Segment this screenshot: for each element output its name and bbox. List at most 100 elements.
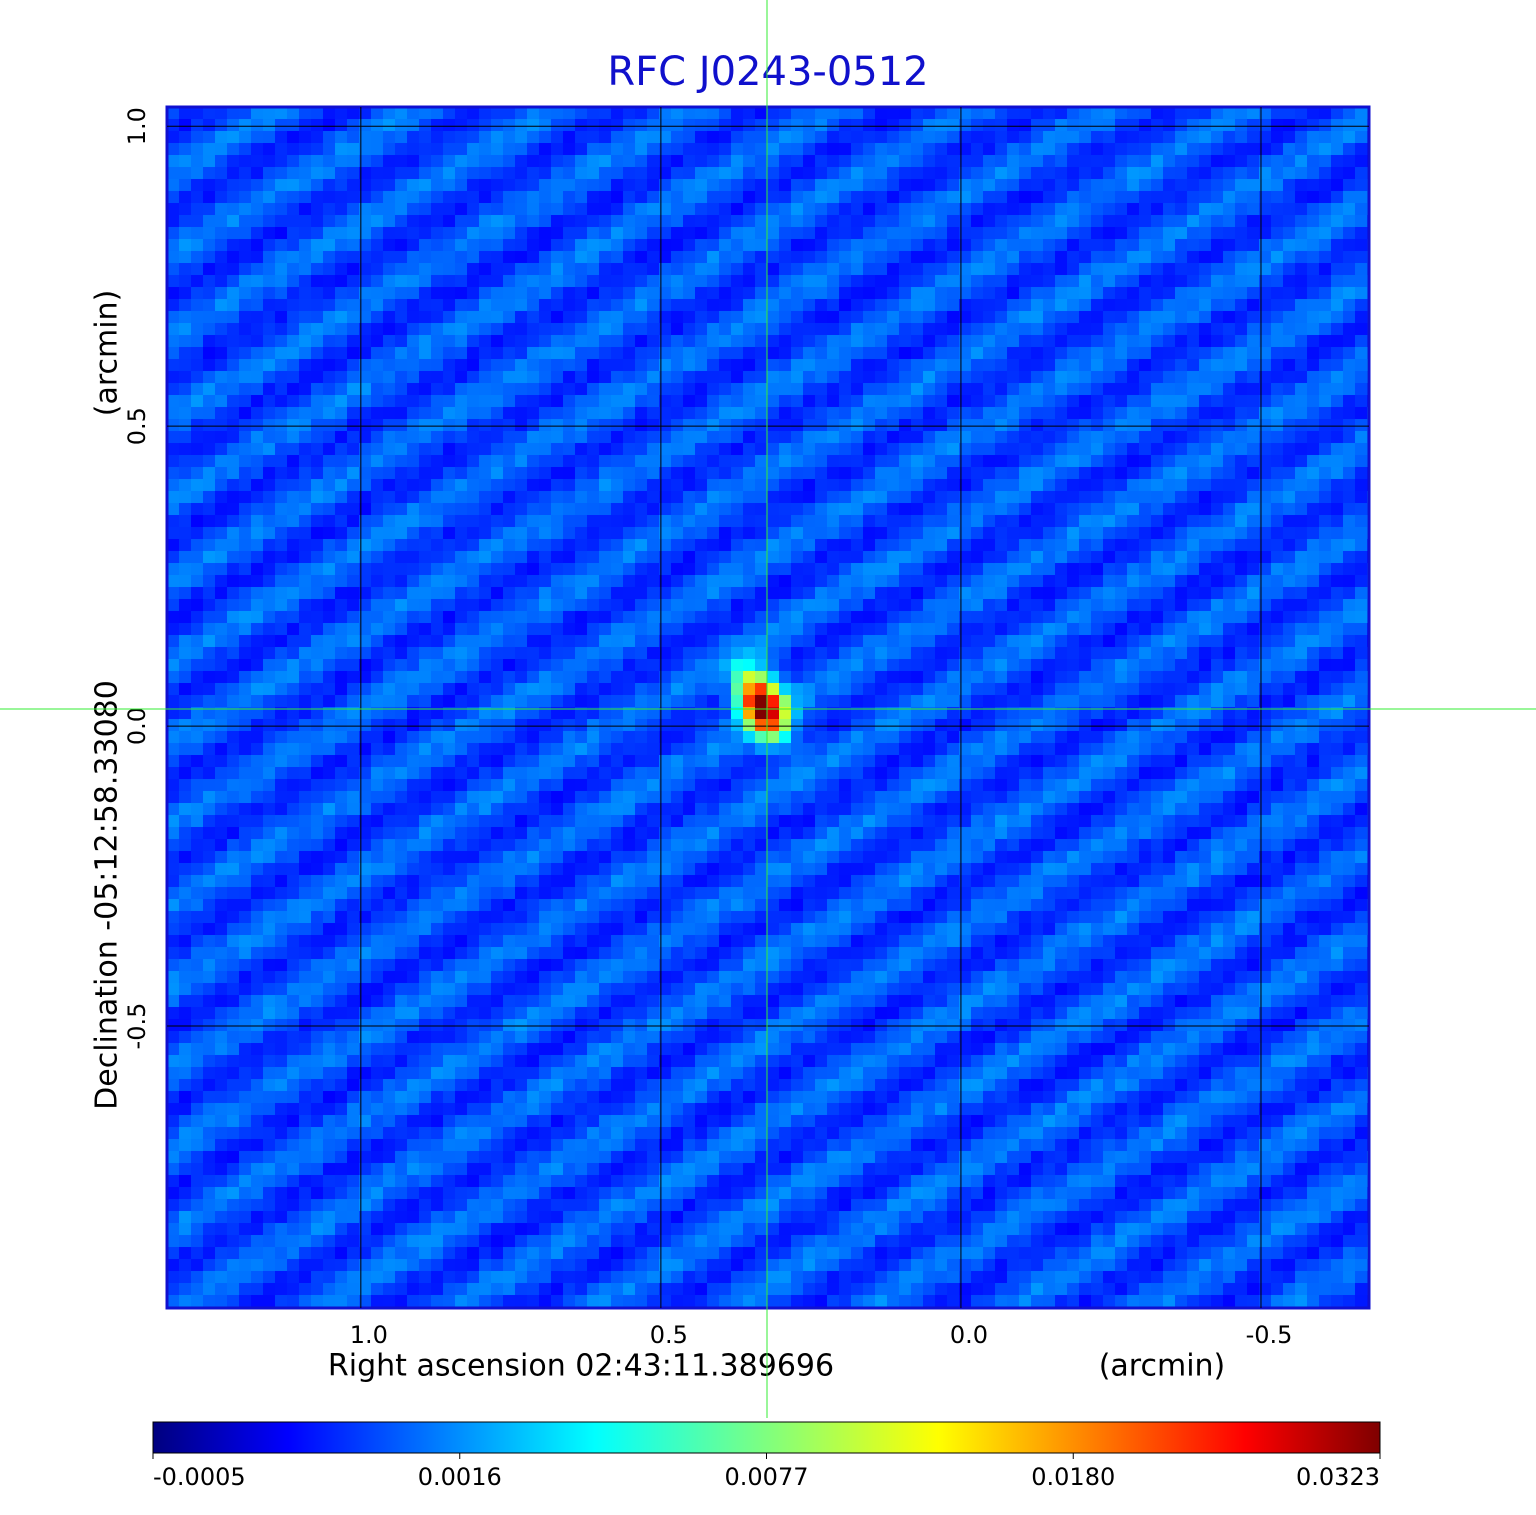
image-pixel <box>623 623 635 635</box>
image-pixel <box>287 395 299 407</box>
image-pixel <box>407 335 419 347</box>
image-pixel <box>803 359 815 371</box>
image-pixel <box>323 539 335 551</box>
image-pixel <box>1235 179 1247 191</box>
image-pixel <box>983 383 995 395</box>
image-pixel <box>779 347 791 359</box>
image-pixel <box>983 551 995 563</box>
image-pixel <box>1127 311 1139 323</box>
image-pixel <box>779 227 791 239</box>
image-pixel <box>563 347 575 359</box>
image-pixel <box>575 599 587 611</box>
image-pixel <box>323 551 335 563</box>
image-pixel <box>815 431 827 443</box>
image-pixel <box>335 635 347 647</box>
image-pixel <box>719 275 731 287</box>
image-pixel <box>287 455 299 467</box>
image-pixel <box>299 527 311 539</box>
image-pixel <box>1139 479 1151 491</box>
image-pixel <box>227 611 239 623</box>
image-pixel <box>695 659 707 671</box>
image-pixel <box>839 227 851 239</box>
image-pixel <box>983 647 995 659</box>
image-pixel <box>623 695 635 707</box>
image-pixel <box>755 683 767 695</box>
image-pixel <box>287 131 299 143</box>
image-pixel <box>1007 107 1019 119</box>
image-pixel <box>179 623 191 635</box>
image-pixel <box>371 287 383 299</box>
image-pixel <box>1103 539 1115 551</box>
image-pixel <box>575 203 587 215</box>
image-pixel <box>1103 107 1115 119</box>
image-pixel <box>995 119 1007 131</box>
image-pixel <box>1307 131 1319 143</box>
image-pixel <box>935 599 947 611</box>
image-pixel <box>1295 371 1307 383</box>
image-pixel <box>707 335 719 347</box>
image-pixel <box>1247 299 1259 311</box>
image-pixel <box>263 659 275 671</box>
image-pixel <box>923 671 935 683</box>
image-pixel <box>1079 203 1091 215</box>
image-pixel <box>695 611 707 623</box>
image-pixel <box>1331 335 1343 347</box>
image-pixel <box>959 491 971 503</box>
image-pixel <box>899 683 911 695</box>
image-pixel <box>335 191 347 203</box>
image-pixel <box>395 443 407 455</box>
image-pixel <box>923 131 935 143</box>
image-pixel <box>371 623 383 635</box>
image-pixel <box>395 503 407 515</box>
image-pixel <box>1115 251 1127 263</box>
image-pixel <box>779 647 791 659</box>
image-pixel <box>791 383 803 395</box>
image-pixel <box>1247 155 1259 167</box>
image-pixel <box>731 191 743 203</box>
image-pixel <box>263 455 275 467</box>
image-pixel <box>1127 479 1139 491</box>
image-pixel <box>947 431 959 443</box>
image-pixel <box>695 479 707 491</box>
image-pixel <box>539 383 551 395</box>
image-pixel <box>923 683 935 695</box>
image-pixel <box>1187 251 1199 263</box>
image-pixel <box>827 551 839 563</box>
image-pixel <box>1259 611 1271 623</box>
image-pixel <box>827 155 839 167</box>
image-pixel <box>515 131 527 143</box>
image-pixel <box>815 119 827 131</box>
image-pixel <box>1331 659 1343 671</box>
image-pixel <box>1043 539 1055 551</box>
image-pixel <box>551 551 563 563</box>
image-pixel <box>1199 599 1211 611</box>
image-pixel <box>1247 395 1259 407</box>
image-pixel <box>359 203 371 215</box>
image-pixel <box>863 155 875 167</box>
image-pixel <box>1259 635 1271 647</box>
image-pixel <box>1115 659 1127 671</box>
image-pixel <box>215 407 227 419</box>
image-pixel <box>1139 359 1151 371</box>
image-pixel <box>419 539 431 551</box>
image-pixel <box>347 167 359 179</box>
image-pixel <box>407 491 419 503</box>
image-pixel <box>227 227 239 239</box>
image-pixel <box>683 695 695 707</box>
image-pixel <box>983 407 995 419</box>
image-pixel <box>1331 575 1343 587</box>
image-pixel <box>803 587 815 599</box>
image-pixel <box>1187 455 1199 467</box>
image-pixel <box>1151 611 1163 623</box>
image-pixel <box>395 311 407 323</box>
image-pixel <box>971 683 983 695</box>
image-pixel <box>1283 371 1295 383</box>
image-pixel <box>827 251 839 263</box>
image-pixel <box>863 263 875 275</box>
image-pixel <box>1163 431 1175 443</box>
image-pixel <box>1187 419 1199 431</box>
image-pixel <box>275 143 287 155</box>
image-pixel <box>815 179 827 191</box>
image-pixel <box>215 359 227 371</box>
image-pixel <box>203 275 215 287</box>
